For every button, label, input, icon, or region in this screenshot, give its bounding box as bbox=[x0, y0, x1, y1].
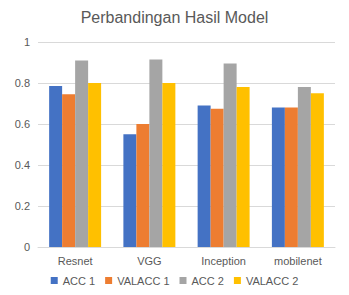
svg-text:Perbandingan Hasil Model: Perbandingan Hasil Model bbox=[81, 9, 269, 26]
svg-text:0.6: 0.6 bbox=[15, 118, 30, 130]
svg-text:Inception: Inception bbox=[201, 255, 246, 267]
svg-text:1: 1 bbox=[24, 36, 30, 48]
svg-text:Resnet: Resnet bbox=[58, 255, 93, 267]
svg-text:0.2: 0.2 bbox=[15, 200, 30, 212]
svg-text:0.4: 0.4 bbox=[15, 159, 30, 171]
svg-text:VALACC 1: VALACC 1 bbox=[117, 275, 169, 287]
svg-text:0.8: 0.8 bbox=[15, 77, 30, 89]
svg-text:ACC 1: ACC 1 bbox=[63, 275, 95, 287]
svg-text:VALACC 2: VALACC 2 bbox=[246, 275, 298, 287]
svg-text:mobilenet: mobilenet bbox=[274, 255, 322, 267]
svg-text:VGG: VGG bbox=[137, 255, 161, 267]
svg-text:0: 0 bbox=[24, 241, 30, 253]
svg-text:ACC 2: ACC 2 bbox=[192, 275, 224, 287]
